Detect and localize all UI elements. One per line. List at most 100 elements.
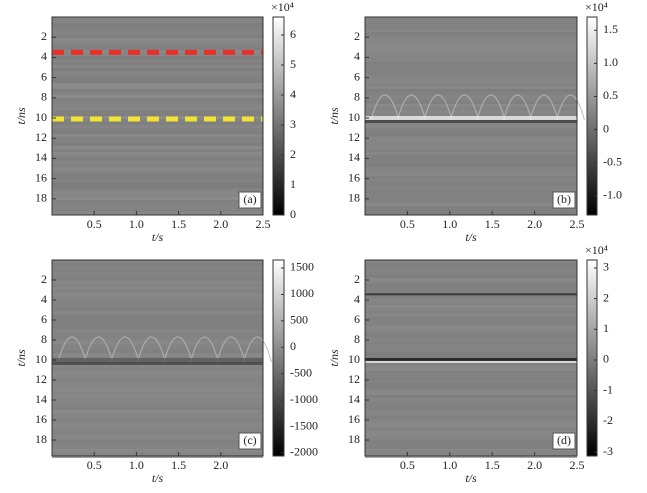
x-tick-label: 1.5 [171,458,186,472]
image-row [365,362,577,365]
image-row [52,32,263,35]
y-tick-label: 4 [354,292,360,306]
image-row [52,395,263,398]
y-tick-label: 6 [41,69,47,83]
image [52,17,263,215]
colorbar-tick-label: 4 [290,87,296,101]
image-row [365,134,577,137]
image-row [52,152,263,155]
image-row [52,80,263,83]
image [365,17,586,215]
y-tick-label: 2 [41,272,47,286]
image-row [52,449,263,452]
image-row [365,35,577,38]
image-row [52,197,263,200]
image-row [52,434,263,437]
image-row [52,431,263,434]
image-row [52,191,263,194]
colorbar [272,16,285,216]
image-row [52,23,263,26]
y-tick-label: 10 [35,110,47,124]
image-row [52,44,263,47]
image-row [52,92,263,95]
colorbar-tick-label: 1500 [290,260,314,274]
colorbar-tick-label: 0 [290,339,296,353]
image-row [365,122,577,125]
y-tick-label: 4 [354,49,360,63]
x-axis-label: t/s [465,471,477,485]
image-row [52,293,263,296]
image-row [52,317,263,320]
image-row [365,140,577,143]
colorbar-tick-label: 0.5 [603,88,618,102]
x-axis-label: t/s [465,230,477,244]
x-tick-label: 1.5 [171,217,186,231]
image-row [365,83,577,86]
image-row [52,134,263,137]
image-row [52,284,263,287]
image-hyperbola [189,336,220,363]
image-hyperbola [57,336,87,363]
image-row [52,335,263,338]
image-row [365,209,577,212]
image-row [52,422,263,425]
x-tick-label: 2.0 [527,458,542,472]
colorbar-tick-label: 2 [603,290,609,304]
image-row [365,17,577,20]
x-tick-label: 2.0 [213,458,228,472]
x-tick-label: 0.5 [400,458,415,472]
image-row [52,383,263,386]
panel-label-box [552,432,576,450]
x-tick-label: 1.5 [485,217,500,231]
y-axis-label: t/ns [14,349,28,367]
image-row [52,41,263,44]
image-row [365,197,577,200]
colorbar-tick-label: 0 [603,121,609,135]
colorbar-tick-label: -2000 [290,445,318,459]
image-row [52,290,263,293]
colorbar-tick-label: 1.0 [603,55,618,69]
image-row [365,191,577,194]
x-axis-label: t/s [152,230,164,244]
image-hyperbola [216,336,246,363]
image-row [52,170,263,173]
colorbar-tick-label: 5 [290,57,296,71]
image-row [52,260,263,263]
image-row [52,377,263,380]
image-row [52,302,263,305]
y-tick-label: 12 [348,372,360,386]
image-row [365,182,577,185]
colorbar-tick-label: -0.5 [603,154,622,168]
plot-frame [51,16,264,216]
image-row [365,302,577,305]
colorbar [586,16,598,216]
y-tick-label: 12 [35,372,47,386]
image-row [52,35,263,38]
image-row [52,311,263,314]
image-row [365,281,577,284]
image-hyperbola [555,94,586,121]
image-hyperbola [83,336,114,363]
x-axis-label: t/s [152,471,164,485]
image-row [365,401,577,404]
image-row [365,206,577,209]
x-tick-label: 1.5 [485,458,500,472]
image-band [52,357,263,362]
image [365,260,577,458]
image-row [365,275,577,278]
image-row [52,452,263,455]
image-row [365,392,577,395]
colorbar-tick-label: 0 [603,352,609,366]
image-row [365,368,577,371]
image-row [52,176,263,179]
image-row [365,41,577,44]
image-row [52,143,263,146]
image-row [52,407,263,410]
image-row [365,86,577,89]
image-row [52,104,263,107]
image-row [52,185,263,188]
colorbar-tick-label: -1500 [290,418,318,432]
image-row [365,395,577,398]
image-row [52,179,263,182]
